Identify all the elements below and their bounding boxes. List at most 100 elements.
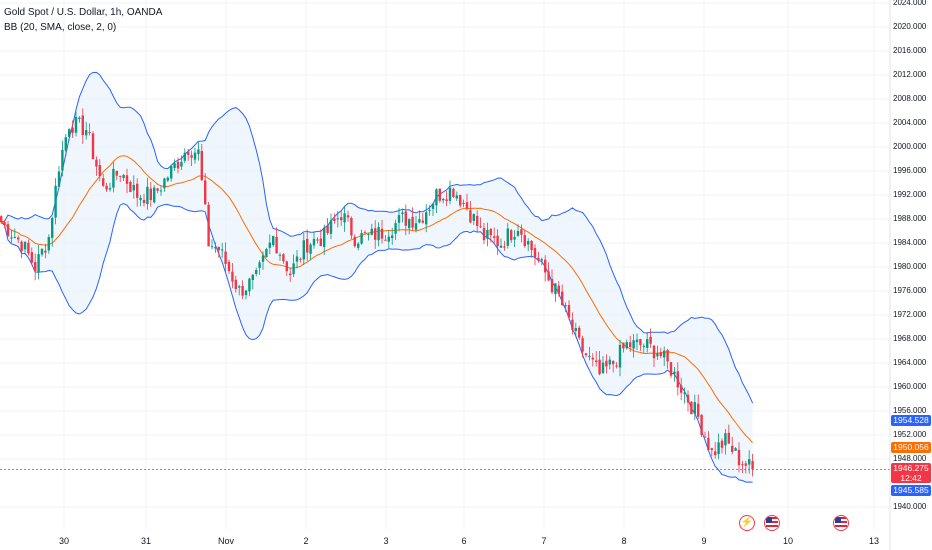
- candle: [591, 353, 594, 367]
- time-tick-label: 8: [621, 536, 627, 546]
- time-tick-label: 3: [383, 536, 389, 546]
- candle: [333, 213, 336, 224]
- candle: [557, 281, 560, 297]
- candle: [380, 220, 384, 244]
- candle: [523, 229, 526, 248]
- candle: [578, 325, 581, 340]
- candle: [197, 142, 200, 161]
- candle: [353, 234, 356, 248]
- candle: [17, 235, 20, 244]
- candle: [163, 177, 166, 192]
- candle: [414, 215, 418, 233]
- candle: [540, 257, 543, 266]
- candle: [125, 168, 129, 194]
- candle: [217, 246, 220, 258]
- candle: [397, 207, 401, 232]
- upper-band-line: [1, 71, 754, 404]
- candle: [108, 182, 112, 192]
- candle: [227, 259, 231, 275]
- candle: [639, 338, 642, 351]
- candle: [159, 185, 163, 196]
- candle: [10, 230, 13, 243]
- event-us-2[interactable]: [833, 515, 849, 531]
- price-tick-label: 2016.000: [893, 46, 927, 55]
- candle: [537, 251, 540, 263]
- candle: [278, 252, 282, 262]
- countdown-timer: 12:42: [900, 473, 922, 483]
- candle: [255, 267, 258, 277]
- candle: [717, 433, 720, 460]
- candle: [663, 346, 666, 366]
- candle: [598, 350, 601, 376]
- candle: [306, 229, 309, 262]
- candle: [411, 207, 414, 231]
- price-tick-label: 1948.000: [893, 454, 927, 463]
- candle: [652, 344, 656, 367]
- candlestick-series: [0, 108, 754, 477]
- candle: [350, 216, 353, 239]
- time-tick-label: 31: [140, 536, 152, 546]
- candle: [139, 194, 142, 207]
- candle: [374, 220, 377, 249]
- candle: [136, 178, 139, 207]
- candle: [20, 240, 23, 259]
- candle: [384, 235, 387, 241]
- candle: [40, 248, 44, 257]
- candle: [146, 177, 149, 210]
- candle: [176, 157, 180, 174]
- candle: [741, 460, 744, 473]
- candle: [554, 283, 557, 302]
- candle: [489, 228, 492, 243]
- candle: [533, 244, 537, 266]
- price-tick-label: 1988.000: [893, 214, 927, 223]
- upper-band-badge: 1954.528: [891, 415, 931, 426]
- candle: [618, 339, 622, 377]
- candle: [561, 284, 564, 306]
- candle: [200, 143, 203, 182]
- candle: [34, 253, 37, 281]
- candle: [88, 123, 91, 136]
- candle: [261, 251, 265, 270]
- candle: [27, 239, 30, 256]
- price-tick-label: 2008.000: [893, 94, 927, 103]
- candle: [340, 210, 343, 226]
- candle: [61, 140, 64, 177]
- candle: [503, 240, 506, 251]
- candle: [690, 401, 693, 415]
- candle: [615, 362, 618, 369]
- candle: [68, 128, 71, 141]
- candle: [564, 302, 567, 312]
- candle: [731, 436, 734, 455]
- candle: [210, 239, 214, 250]
- candle: [442, 197, 445, 204]
- candle: [673, 367, 676, 382]
- candle: [421, 212, 424, 224]
- candle: [319, 229, 322, 247]
- candle: [37, 245, 40, 280]
- candle: [751, 453, 754, 477]
- candle: [85, 121, 88, 140]
- candle: [193, 147, 197, 164]
- candle: [734, 447, 737, 451]
- event-lightning[interactable]: ⚡: [739, 515, 755, 531]
- candle: [744, 460, 747, 474]
- candle: [629, 335, 632, 353]
- chart-grid: [0, 0, 890, 530]
- candle: [724, 429, 727, 455]
- candle: [707, 431, 710, 451]
- candle: [693, 394, 696, 420]
- candle: [391, 227, 394, 245]
- price-tick-label: 1992.000: [893, 190, 927, 199]
- candle: [224, 242, 227, 272]
- candle: [547, 262, 550, 281]
- price-tick-label: 2000.000: [893, 142, 927, 151]
- candle: [700, 414, 703, 438]
- candle: [479, 217, 482, 229]
- candle: [428, 205, 431, 216]
- candle: [234, 275, 237, 293]
- candle: [275, 227, 278, 254]
- candle: [282, 253, 285, 264]
- candle: [516, 224, 520, 238]
- event-us-1[interactable]: [764, 515, 780, 531]
